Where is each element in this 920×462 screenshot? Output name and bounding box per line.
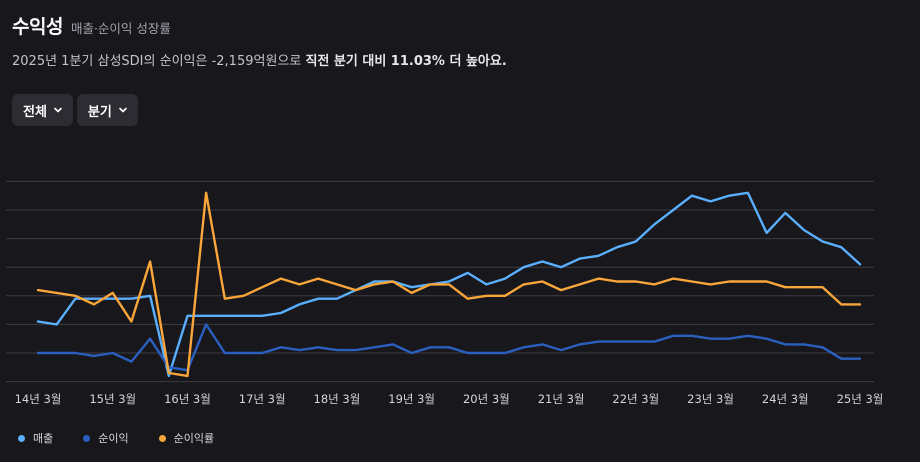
series-line-net-income[interactable] [36,323,862,372]
x-tick-label: 17년 3월 [239,392,286,406]
legend-label-revenue: 매출 [33,432,54,445]
period-dropdown[interactable]: 분기 [76,94,138,126]
x-tick-label: 14년 3월 [15,392,62,406]
range-dropdown-label: 전체 [23,104,47,120]
chart-header: 수익성 매출·순이익 성장률 [12,12,171,39]
legend-swatch-net-income [83,434,91,442]
page-subtitle: 매출·순이익 성장률 [70,21,171,36]
legend-item-revenue[interactable]: 매출 [18,430,53,446]
chart-legend: 매출 순이익 순이익률 [18,430,214,446]
x-tick-label: 23년 3월 [687,392,734,406]
x-tick-label: 18년 3월 [314,392,361,406]
chevron-down-icon [54,107,62,113]
summary-prefix: 2025년 1분기 삼성SDI의 순이익은 -2,159억원으로 [12,54,306,69]
x-tick-label: 21년 3월 [538,392,585,406]
series-line-revenue[interactable] [36,191,862,378]
legend-swatch-revenue [18,434,25,442]
legend-swatch-margin [158,434,166,442]
period-dropdown-label: 분기 [87,104,112,120]
page-title: 수익성 [12,16,63,38]
summary-text: 2025년 1분기 삼성SDI의 순이익은 -2,159억원으로 직전 분기 대… [12,50,507,69]
grid-lines [6,180,874,383]
filter-bar: 전체 분기 [12,94,138,126]
x-tick-label: 16년 3월 [164,392,211,406]
x-tick-label: 24년 3월 [762,392,809,406]
x-tick-label: 15년 3월 [89,392,136,406]
series-lines [36,191,862,378]
legend-item-margin[interactable]: 순이익률 [158,430,215,446]
summary-emphasis: 직전 분기 대비 11.03% 더 높아요. [305,54,507,69]
chevron-down-icon [119,107,127,113]
legend-item-net-income[interactable]: 순이익 [83,430,129,446]
x-tick-label: 22년 3월 [612,392,659,406]
x-tick-label: 20년 3월 [463,392,510,406]
x-tick-label: 25년 3월 [837,392,884,406]
x-axis-ticks: 14년 3월 15년 3월 16년 3월 17년 3월 18년 3월 19년 3월 20년 … [15,392,884,406]
legend-label-margin: 순이익률 [173,432,215,445]
x-tick-label: 19년 3월 [388,392,435,406]
legend-label-net-income: 순이익 [98,432,129,445]
range-dropdown[interactable]: 전체 [12,94,73,126]
series-line-margin[interactable] [36,191,862,378]
